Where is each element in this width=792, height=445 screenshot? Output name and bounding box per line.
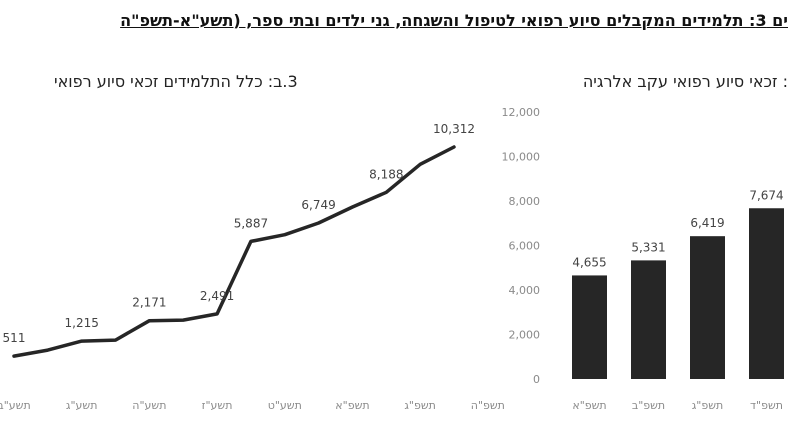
x-tick-label: תשפ"א	[335, 399, 369, 412]
x-tick-label: תשפ"ד	[750, 399, 783, 412]
data-label: 10,312	[433, 122, 475, 136]
series-line	[12, 145, 456, 358]
x-tick-label: תשע"ה	[132, 399, 166, 412]
data-label: 511	[3, 331, 26, 345]
data-label: 7,674	[749, 188, 783, 202]
data-label: 6,749	[301, 198, 335, 212]
bar	[572, 275, 607, 379]
x-tick-label: תשפ"ג	[692, 399, 724, 412]
y-tick-label: 10,000	[502, 151, 541, 164]
page-title: ים 3: תלמידים המקבלים סיוע רפואי לטיפול …	[120, 10, 788, 30]
x-tick-label: תשע"ג	[66, 399, 98, 412]
bar	[749, 208, 784, 379]
y-tick-label: 6,000	[509, 240, 541, 253]
x-tick-label: תשפ"ג	[404, 399, 436, 412]
x-tick-label: תשע"ט	[268, 399, 302, 412]
line-chart-title: 3.ב: כלל התלמידים זכאי סיוע רפואי	[54, 72, 298, 91]
x-tick-label: תשפ"ב	[632, 399, 665, 412]
y-tick-label: 4,000	[509, 284, 541, 297]
data-label: 2,491	[200, 289, 234, 303]
bar-chart-title: : זכאי סיוע רפואי עקב אלרגיה	[582, 72, 788, 91]
y-tick-label: 8,000	[509, 195, 541, 208]
data-label: 8,188	[369, 167, 403, 181]
y-tick-label: 0	[533, 373, 540, 386]
x-tick-label: תשפ"ה	[471, 399, 505, 412]
data-label: 5,887	[234, 216, 268, 230]
bar	[631, 260, 666, 379]
data-label: 4,655	[572, 255, 606, 269]
bar	[690, 236, 725, 379]
x-tick-label: תשפ"א	[572, 399, 606, 412]
data-label: 1,215	[65, 316, 99, 330]
y-tick-label: 12,000	[502, 106, 541, 119]
data-label: 6,419	[690, 216, 724, 230]
x-tick-label: תשע"ב	[0, 399, 31, 412]
x-tick-label: תשע"ז	[202, 399, 233, 412]
data-label: 2,171	[132, 296, 166, 310]
data-label: 5,331	[631, 240, 665, 254]
y-tick-label: 2,000	[509, 329, 541, 342]
